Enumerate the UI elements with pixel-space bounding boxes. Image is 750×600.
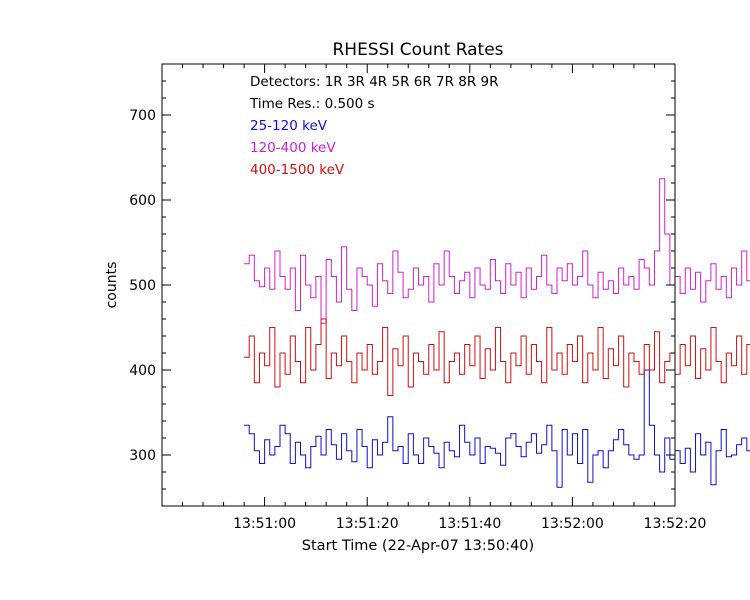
detectors-annotation: Detectors: 1R 3R 4R 5R 6R 7R 8R 9R <box>250 74 499 90</box>
series-line-2 <box>244 318 750 396</box>
series-line-1 <box>244 178 750 324</box>
legend: Detectors: 1R 3R 4R 5R 6R 7R 8R 9R Time … <box>249 74 499 178</box>
y-tick-label: 400 <box>129 363 156 379</box>
y-tick-label: 700 <box>129 108 156 124</box>
chart-title: RHESSI Count Rates <box>332 40 503 60</box>
y-tick-label: 600 <box>129 193 156 209</box>
x-tick-label: 13:51:40 <box>438 516 501 532</box>
time-resolution-annotation: Time Res.: 0.500 s <box>249 96 375 112</box>
legend-entry-400-1500: 400-1500 keV <box>250 162 345 178</box>
legend-entry-120-400: 120-400 keV <box>250 140 336 156</box>
x-tick-label: 13:51:20 <box>336 516 399 532</box>
y-tick-label: 300 <box>129 448 156 464</box>
x-axis-label: Start Time (22-Apr-07 13:50:40) <box>302 538 534 554</box>
y-tick-label: 500 <box>129 278 156 294</box>
series-line-0 <box>244 369 750 488</box>
legend-entry-25-120: 25-120 keV <box>250 118 328 134</box>
y-axis-label: counts <box>104 262 120 309</box>
x-tick-label: 13:52:20 <box>644 516 707 532</box>
x-tick-label: 13:51:00 <box>233 516 296 532</box>
x-tick-label: 13:52:00 <box>541 516 604 532</box>
